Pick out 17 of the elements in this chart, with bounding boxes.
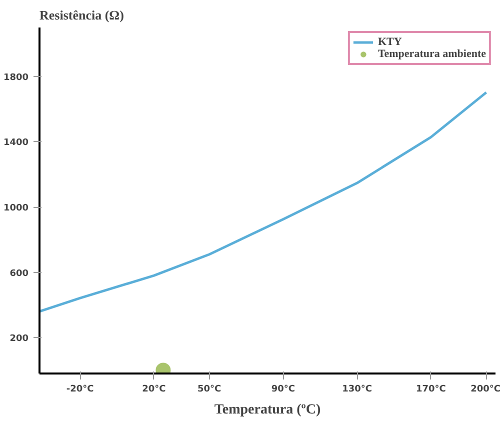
line-series [40,91,488,313]
y-tick-label: 600 [10,268,29,279]
y-tick-label: 1000 [3,204,29,214]
x-tick-label: 170°C [416,384,446,394]
x-tick-label: 130°C [342,384,372,394]
y-tick-label: 1800 [3,72,29,83]
x-tick-label: -20°C [66,384,94,394]
y-axis-title: Resistência (Ω) [40,8,124,22]
x-tick-label: 200°C [470,384,501,394]
x-tick-label: 90°C [271,384,296,394]
y-tick-label: 200 [10,334,29,344]
legend-label: Temperatura ambiente [378,48,486,60]
x-tick-label: 20°C [142,384,166,394]
x-axis-title: Temperatura (ºC) [214,402,322,418]
legend-label: KTY [378,36,402,48]
x-tick-label: 50°C [198,384,222,394]
y-tick-label: 1400 [3,138,29,148]
